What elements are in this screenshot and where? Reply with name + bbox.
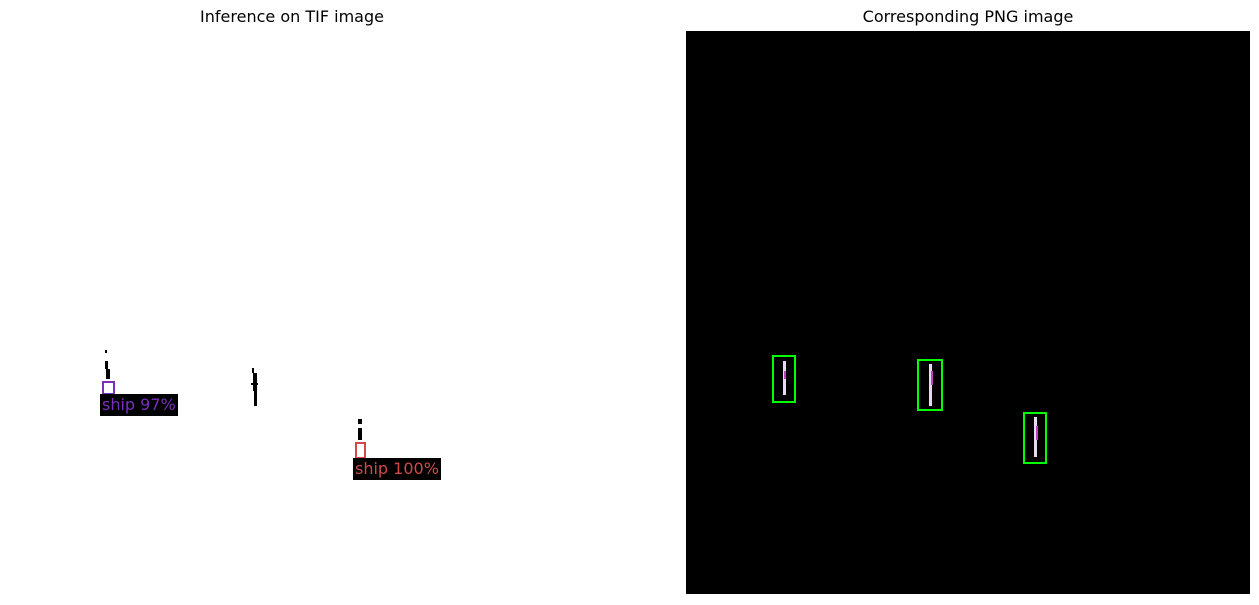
detection-label: ship 97% — [100, 394, 178, 416]
detection-box — [355, 442, 366, 459]
ship-blip — [1034, 417, 1037, 457]
ship-blip — [929, 364, 932, 406]
detection-box — [102, 381, 115, 395]
tif-inference-image: ship 97% ship 100% — [10, 31, 574, 594]
ship-silhouette — [252, 368, 254, 373]
green-detection-box — [772, 355, 796, 403]
ship-silhouette — [106, 369, 110, 379]
ship-silhouette — [105, 350, 107, 353]
ship-blip-accent — [784, 371, 786, 379]
ship-silhouette — [251, 383, 258, 385]
ship-blip-accent — [1036, 426, 1038, 440]
ship-silhouette — [105, 361, 108, 369]
ship-silhouette — [358, 428, 362, 440]
png-satellite-image — [686, 31, 1250, 594]
green-detection-box — [917, 359, 943, 411]
detection-label: ship 100% — [353, 458, 441, 480]
left-panel-title: Inference on TIF image — [200, 7, 384, 26]
ship-silhouette — [358, 419, 362, 424]
ship-silhouette — [253, 373, 257, 391]
green-detection-box — [1023, 412, 1047, 464]
ship-silhouette — [254, 391, 257, 406]
right-panel-title: Corresponding PNG image — [862, 7, 1074, 26]
ship-blip-accent — [931, 371, 933, 385]
